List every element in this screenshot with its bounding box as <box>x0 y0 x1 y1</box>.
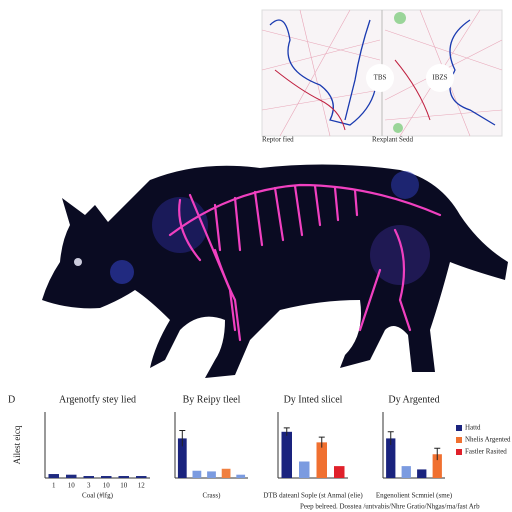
glow <box>391 171 419 199</box>
x-axis-label: Crass) <box>203 492 222 500</box>
bar <box>207 471 216 478</box>
x-tick-label: 10 <box>68 482 76 490</box>
inset-trace <box>394 59 431 121</box>
glow <box>370 225 430 285</box>
chart-title: Dy Argented <box>388 394 439 405</box>
inset-caption: Rexplant Sedd <box>372 136 414 144</box>
bar <box>83 476 94 478</box>
error-bar <box>434 447 441 461</box>
error-bar <box>387 431 394 445</box>
x-axis-label: Coal (#lfg) <box>82 492 114 500</box>
bar <box>401 466 411 478</box>
legend-swatch <box>456 437 462 443</box>
bar <box>281 431 292 478</box>
bar <box>101 476 112 478</box>
bar <box>334 466 345 478</box>
inset-label: IBZS <box>432 74 447 82</box>
glow <box>110 260 134 284</box>
bar <box>432 454 442 478</box>
error-bar <box>318 436 325 448</box>
bar <box>386 438 396 478</box>
eye <box>74 258 82 266</box>
legend-label: Hattd <box>465 424 481 432</box>
inset-caption: Reptor fied <box>262 136 294 144</box>
bar <box>177 438 187 478</box>
bar <box>136 476 147 478</box>
bar <box>221 468 231 478</box>
bar <box>299 461 310 478</box>
inset-trace <box>274 69 346 131</box>
bar <box>48 474 59 478</box>
error-bar <box>283 427 290 436</box>
animal-illustration <box>42 164 508 378</box>
x-tick-label: 10 <box>120 482 128 490</box>
bar <box>118 476 129 478</box>
legend-label: Fastler Rasited <box>465 448 507 456</box>
inset: TBS IBZS Reptor fied Rexplant Sedd <box>261 9 503 144</box>
legend-label: Nhelis Argented <box>465 436 511 444</box>
inset-trace <box>269 19 376 126</box>
chart-title: Dy Inted slicel <box>284 394 343 405</box>
panel-letter: D <box>8 394 15 405</box>
footer: Peep belreed. Dosstea /untvabis/Nhre Gra… <box>300 503 480 511</box>
bar <box>66 474 77 478</box>
error-bar <box>179 429 186 447</box>
inset-label: TBS <box>374 74 387 82</box>
x-tick-label: 3 <box>87 482 91 490</box>
chart-title: By Reipy tleel <box>183 394 241 405</box>
inset-trace <box>344 19 371 121</box>
x-axis-label: DTB dateanl Sople (st Anmal (elie) <box>263 492 363 500</box>
x-axis-label: Engenolient Scmniel (sme) <box>376 492 453 500</box>
skeleton <box>168 183 442 342</box>
inset-spot <box>394 12 406 24</box>
inset-trace <box>449 19 496 126</box>
legend-swatch <box>456 449 462 455</box>
x-tick-label: 12 <box>138 482 146 490</box>
bar <box>192 470 202 478</box>
x-tick-label: 1 <box>52 482 56 490</box>
bar <box>236 474 246 478</box>
inset-spot <box>393 123 403 133</box>
bar <box>316 442 327 478</box>
legend-swatch <box>456 425 462 431</box>
y-axis-label: Ailest eicq <box>12 425 22 464</box>
chart-title: Argenotfy stey lied <box>59 394 136 405</box>
x-tick-label: 10 <box>103 482 111 490</box>
inset-badge <box>366 64 394 92</box>
bar <box>417 469 427 478</box>
inset-badge <box>426 64 454 92</box>
